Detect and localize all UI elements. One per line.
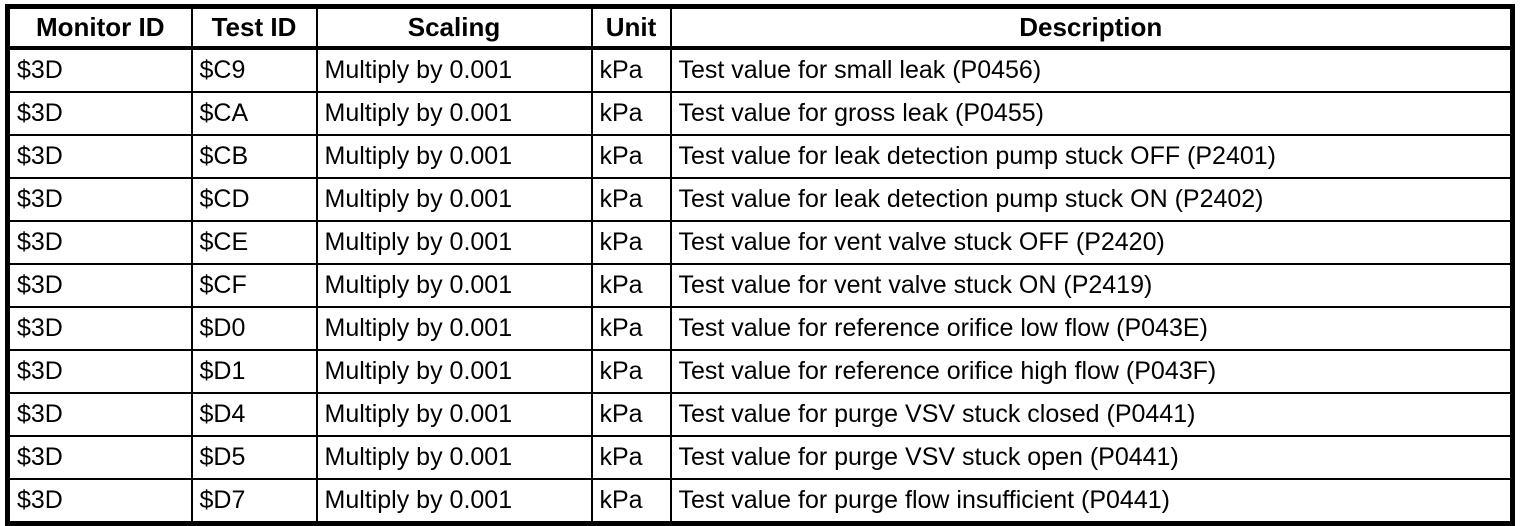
cell-monitor-id: $3D	[6, 91, 193, 136]
column-header-scaling: Scaling	[315, 5, 593, 50]
cell-scaling: Multiply by 0.001	[315, 220, 593, 265]
cell-monitor-id: $3D	[6, 392, 193, 437]
cell-unit: kPa	[590, 306, 672, 351]
cell-scaling: Multiply by 0.001	[315, 91, 593, 136]
cell-monitor-id: $3D	[6, 435, 193, 480]
cell-monitor-id: $3D	[6, 47, 193, 93]
cell-test-id: $CA	[190, 91, 318, 136]
cell-scaling: Multiply by 0.001	[315, 306, 593, 351]
cell-test-id: $C9	[190, 47, 318, 93]
cell-scaling: Multiply by 0.001	[315, 47, 593, 93]
cell-monitor-id: $3D	[6, 134, 193, 179]
column-header-unit: Unit	[590, 5, 672, 50]
cell-description: Test value for leak detection pump stuck…	[669, 177, 1514, 222]
cell-unit: kPa	[590, 435, 672, 480]
table-row: $3D $D0 Multiply by 0.001 kPa Test value…	[6, 306, 1514, 351]
cell-test-id: $CD	[190, 177, 318, 222]
cell-test-id: $D5	[190, 435, 318, 480]
cell-scaling: Multiply by 0.001	[315, 349, 593, 394]
cell-monitor-id: $3D	[6, 478, 193, 525]
cell-description: Test value for purge VSV stuck closed (P…	[669, 392, 1514, 437]
cell-description: Test value for vent valve stuck ON (P241…	[669, 263, 1514, 308]
cell-test-id: $CF	[190, 263, 318, 308]
cell-test-id: $D7	[190, 478, 318, 525]
cell-description: Test value for vent valve stuck OFF (P24…	[669, 220, 1514, 265]
cell-monitor-id: $3D	[6, 220, 193, 265]
table-row: $3D $D5 Multiply by 0.001 kPa Test value…	[6, 435, 1514, 480]
table-row: $3D $D4 Multiply by 0.001 kPa Test value…	[6, 392, 1514, 437]
cell-unit: kPa	[590, 91, 672, 136]
cell-description: Test value for purge VSV stuck open (P04…	[669, 435, 1514, 480]
cell-unit: kPa	[590, 478, 672, 525]
cell-unit: kPa	[590, 392, 672, 437]
table-row: $3D $D7 Multiply by 0.001 kPa Test value…	[6, 478, 1514, 525]
column-header-description: Description	[669, 5, 1514, 50]
cell-description: Test value for small leak (P0456)	[669, 47, 1514, 93]
cell-description: Test value for purge flow insufficient (…	[669, 478, 1514, 525]
cell-monitor-id: $3D	[6, 177, 193, 222]
table-row: $3D $CF Multiply by 0.001 kPa Test value…	[6, 263, 1514, 308]
table-row: $3D $CB Multiply by 0.001 kPa Test value…	[6, 134, 1514, 179]
cell-unit: kPa	[590, 349, 672, 394]
column-header-test-id: Test ID	[190, 5, 318, 50]
table-row: $3D $CA Multiply by 0.001 kPa Test value…	[6, 91, 1514, 136]
cell-test-id: $CB	[190, 134, 318, 179]
cell-scaling: Multiply by 0.001	[315, 392, 593, 437]
table-row: $3D $C9 Multiply by 0.001 kPa Test value…	[6, 47, 1514, 93]
table-header-row: Monitor ID Test ID Scaling Unit Descript…	[6, 5, 1514, 50]
cell-test-id: $D1	[190, 349, 318, 394]
cell-scaling: Multiply by 0.001	[315, 478, 593, 525]
cell-test-id: $CE	[190, 220, 318, 265]
cell-monitor-id: $3D	[6, 263, 193, 308]
cell-description: Test value for leak detection pump stuck…	[669, 134, 1514, 179]
cell-monitor-id: $3D	[6, 306, 193, 351]
cell-scaling: Multiply by 0.001	[315, 134, 593, 179]
cell-scaling: Multiply by 0.001	[315, 435, 593, 480]
column-header-monitor-id: Monitor ID	[6, 5, 193, 50]
cell-test-id: $D4	[190, 392, 318, 437]
cell-description: Test value for reference orifice high fl…	[669, 349, 1514, 394]
cell-unit: kPa	[590, 177, 672, 222]
table-row: $3D $CE Multiply by 0.001 kPa Test value…	[6, 220, 1514, 265]
table-row: $3D $D1 Multiply by 0.001 kPa Test value…	[6, 349, 1514, 394]
cell-unit: kPa	[590, 220, 672, 265]
cell-unit: kPa	[590, 47, 672, 93]
monitor-test-data-table: Monitor ID Test ID Scaling Unit Descript…	[5, 4, 1515, 526]
cell-unit: kPa	[590, 263, 672, 308]
cell-description: Test value for gross leak (P0455)	[669, 91, 1514, 136]
cell-unit: kPa	[590, 134, 672, 179]
cell-description: Test value for reference orifice low flo…	[669, 306, 1514, 351]
cell-monitor-id: $3D	[6, 349, 193, 394]
cell-scaling: Multiply by 0.001	[315, 177, 593, 222]
cell-test-id: $D0	[190, 306, 318, 351]
cell-scaling: Multiply by 0.001	[315, 263, 593, 308]
table-row: $3D $CD Multiply by 0.001 kPa Test value…	[6, 177, 1514, 222]
